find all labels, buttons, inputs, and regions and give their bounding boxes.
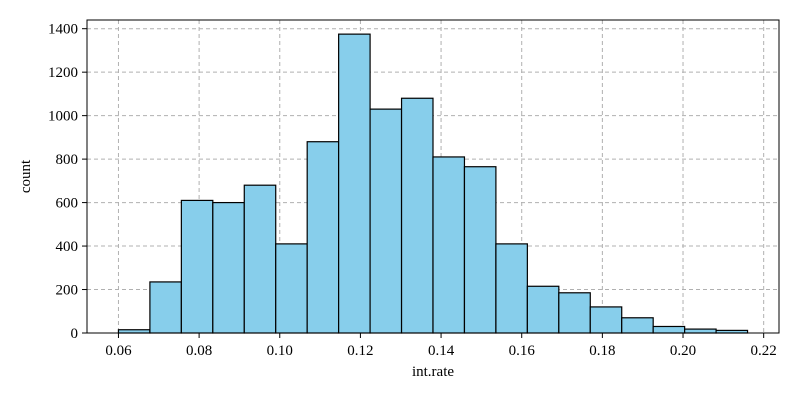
y-tick-label: 200 bbox=[56, 283, 79, 299]
histogram-bar bbox=[652, 325, 686, 334]
x-axis-ticks: 0.06 0.08 0.10 0.12 0.14 0.16 0.18 0.20 0.22 bbox=[105, 333, 777, 359]
x-tick-label: 0.06 bbox=[105, 343, 132, 359]
x-tick-label: 0.10 bbox=[267, 343, 293, 359]
histogram-bar bbox=[684, 328, 717, 334]
histogram-bar bbox=[338, 33, 371, 334]
y-tick-label: 600 bbox=[56, 196, 79, 212]
histogram-bar bbox=[432, 156, 466, 334]
y-tick-label: 0 bbox=[71, 326, 79, 342]
histogram-bar bbox=[589, 306, 623, 334]
histogram-bar bbox=[212, 201, 245, 334]
histogram-bar bbox=[526, 285, 560, 334]
histogram-bar bbox=[369, 108, 403, 334]
y-tick-label: 1400 bbox=[48, 22, 78, 38]
histogram-bar bbox=[400, 97, 434, 334]
y-tick-label: 1200 bbox=[48, 65, 78, 81]
histogram-bar bbox=[180, 199, 214, 334]
histogram-bar bbox=[463, 166, 497, 334]
histogram-bar bbox=[275, 243, 308, 334]
x-axis-label: int.rate bbox=[412, 364, 454, 380]
x-tick-label: 0.16 bbox=[509, 343, 536, 359]
x-tick-label: 0.08 bbox=[186, 343, 212, 359]
y-axis-label: count bbox=[18, 159, 34, 193]
y-tick-label: 800 bbox=[56, 152, 79, 168]
histogram-bar bbox=[306, 141, 340, 334]
x-tick-label: 0.22 bbox=[751, 343, 777, 359]
histogram-bar bbox=[621, 317, 654, 334]
y-tick-label: 1000 bbox=[48, 109, 78, 125]
histogram-bar bbox=[558, 292, 591, 334]
y-axis-ticks: 0 200 400 600 800 1000 1200 1400 bbox=[48, 22, 87, 342]
histogram-bar bbox=[243, 184, 277, 334]
x-tick-label: 0.20 bbox=[670, 343, 696, 359]
x-tick-label: 0.18 bbox=[589, 343, 615, 359]
plot-frame bbox=[86, 19, 780, 334]
x-tick-label: 0.12 bbox=[347, 343, 373, 359]
histogram-bar bbox=[495, 243, 528, 334]
x-tick-label: 0.14 bbox=[428, 343, 455, 359]
histogram-bar bbox=[149, 281, 182, 334]
y-tick-label: 400 bbox=[56, 239, 79, 255]
bars bbox=[117, 33, 749, 334]
